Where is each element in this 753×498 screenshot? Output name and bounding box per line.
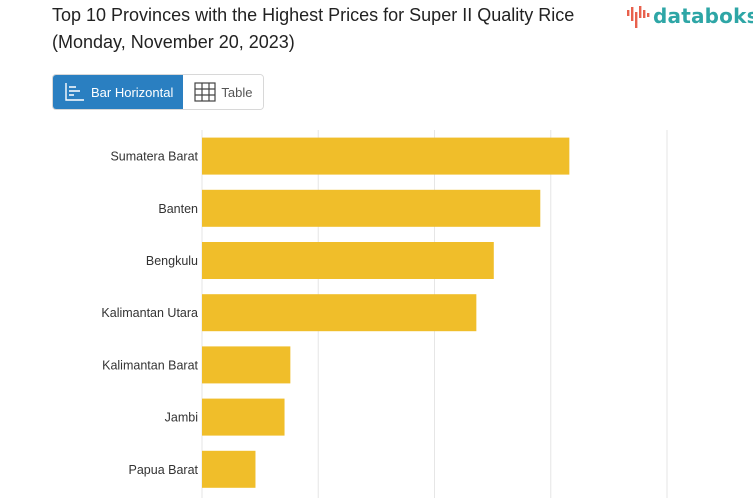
databoks-logo-icon — [627, 6, 650, 28]
category-label: Papua Barat — [129, 463, 199, 477]
logo-text: databoks — [653, 4, 753, 28]
chart-title: Top 10 Provinces with the Highest Prices… — [52, 5, 575, 52]
bar-horizontal-button[interactable]: Bar Horizontal — [53, 75, 184, 109]
bar[interactable] — [202, 242, 494, 279]
bar[interactable] — [202, 137, 570, 175]
bar-chart: Sumatera Barat Banten Bengkulu Kalimantan U… — [101, 130, 668, 498]
bar[interactable] — [202, 346, 291, 384]
table-icon — [194, 82, 216, 102]
databoks-logo[interactable]: databoks — [626, 2, 753, 30]
category-label: Jambi — [165, 411, 198, 425]
bar[interactable] — [202, 450, 256, 488]
category-label: Sumatera Barat — [110, 150, 198, 164]
category-label: Bengkulu — [146, 254, 198, 268]
bar[interactable] — [202, 294, 477, 332]
category-label: Kalimantan Barat — [102, 358, 198, 372]
category-label: Kalimantan Utara — [101, 306, 198, 320]
view-toggle: Bar Horizontal Table — [52, 74, 265, 110]
category-label: Banten — [158, 202, 198, 216]
table-label: Table — [221, 84, 253, 100]
bar[interactable] — [202, 398, 285, 436]
table-button[interactable]: Table — [183, 75, 264, 109]
bar-horizontal-icon — [65, 83, 84, 101]
bar[interactable] — [202, 189, 541, 227]
bar-horizontal-label: Bar Horizontal — [91, 84, 174, 100]
